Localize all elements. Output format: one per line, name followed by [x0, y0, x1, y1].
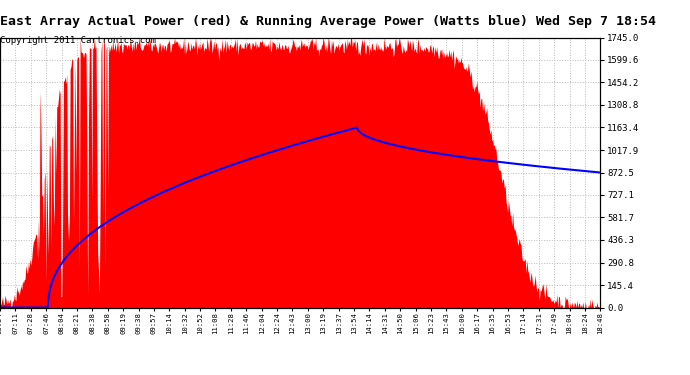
Text: Copyright 2011 Cartronics.com: Copyright 2011 Cartronics.com: [0, 36, 156, 45]
Text: East Array Actual Power (red) & Running Average Power (Watts blue) Wed Sep 7 18:: East Array Actual Power (red) & Running …: [0, 15, 656, 28]
